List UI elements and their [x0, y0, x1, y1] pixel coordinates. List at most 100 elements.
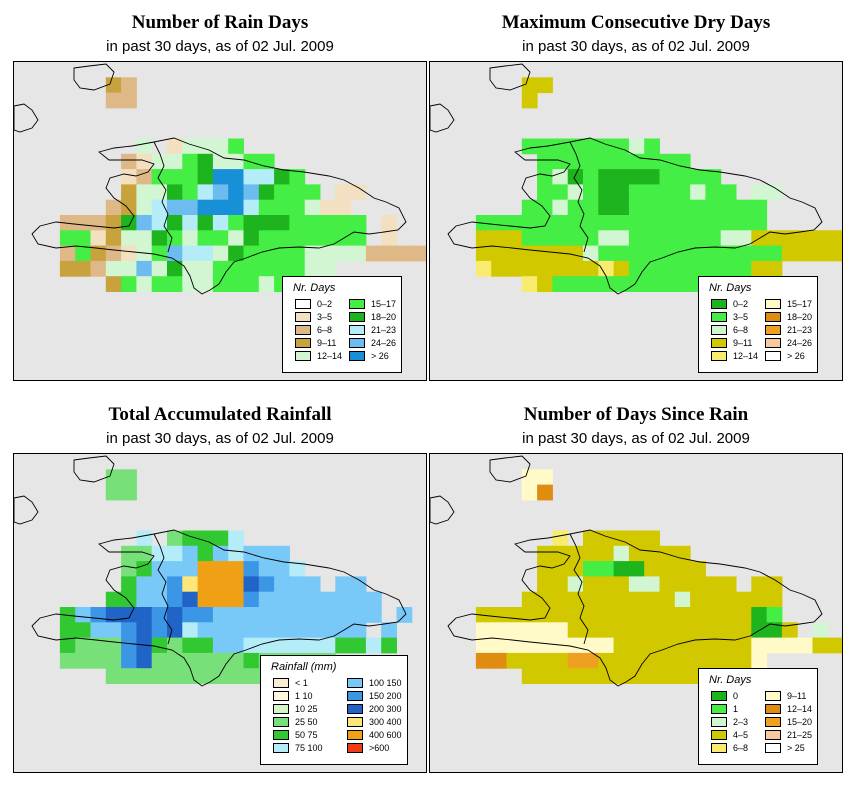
- grid-cell: [121, 260, 137, 277]
- grid-cell: [105, 92, 122, 109]
- legend-swatch: [711, 717, 727, 727]
- grid-cell: [335, 591, 352, 608]
- grid-cell: [720, 245, 737, 262]
- grid-cell: [690, 622, 706, 639]
- grid-cell: [59, 622, 76, 639]
- coastline-outline: [31, 529, 407, 687]
- legend-swatch: [765, 743, 781, 753]
- grid-cell: [121, 169, 137, 185]
- grid-cell: [197, 576, 214, 593]
- grid-cell: [212, 199, 229, 216]
- grid-cell: [628, 215, 645, 231]
- panel-subtitle: in past 30 days, as of 02 Jul. 2009: [522, 430, 750, 447]
- grid-cell: [674, 260, 691, 277]
- legend-label: 9–11: [317, 338, 337, 348]
- grid-cell: [121, 637, 137, 654]
- grid-cell: [690, 652, 706, 669]
- grid-cell: [598, 245, 615, 262]
- grid-cell: [167, 153, 183, 170]
- legend-label: >600: [369, 743, 390, 753]
- grid-cell: [289, 561, 306, 577]
- grid-cell: [537, 77, 553, 94]
- grid-cell: [136, 153, 153, 170]
- grid-cell: [243, 591, 260, 608]
- coastline-outline: [430, 495, 455, 525]
- grid-cell: [304, 637, 321, 654]
- grid-cell: [659, 622, 676, 639]
- grid-cell: [644, 199, 660, 216]
- grid-cell: [598, 561, 615, 577]
- legend-label: 1 10: [295, 691, 313, 701]
- grid-cell: [136, 576, 153, 593]
- grid-cell: [59, 637, 76, 654]
- grid-cell: [105, 591, 122, 608]
- grid-cell: [136, 652, 153, 669]
- grid-cell: [644, 215, 660, 231]
- grid-cell: [613, 215, 630, 231]
- grid-cell: [197, 637, 214, 654]
- grid-cell: [628, 591, 645, 608]
- grid-cell: [628, 530, 645, 547]
- grid-cell: [182, 652, 199, 669]
- legend-swatch: [349, 325, 365, 335]
- grid-cell: [197, 215, 214, 231]
- grid-cell: [552, 230, 569, 247]
- legend-swatch: [349, 312, 365, 322]
- grid-cell: [136, 637, 153, 654]
- grid-cell: [136, 561, 153, 577]
- grid-cell: [151, 245, 168, 262]
- grid-cell: [304, 184, 321, 201]
- grid-cell: [598, 652, 615, 669]
- grid-cell: [521, 92, 538, 109]
- grid-cell: [274, 184, 290, 201]
- grid-cell: [197, 622, 214, 639]
- grid-cell: [781, 637, 798, 654]
- grid-cell: [690, 199, 706, 216]
- grid-cell: [552, 169, 569, 185]
- grid-cell: [228, 230, 244, 247]
- grid-cell: [766, 230, 783, 247]
- grid-cell: [736, 245, 752, 262]
- grid-cell: [659, 668, 676, 684]
- grid-cell: [151, 215, 168, 231]
- grid-cell: [121, 484, 137, 501]
- grid-cell: [381, 215, 397, 231]
- grid-cell: [583, 652, 599, 669]
- grid-cell: [705, 607, 722, 623]
- grid-cell: [90, 260, 107, 277]
- grid-cell: [491, 245, 507, 262]
- grid-cell: [258, 591, 275, 608]
- grid-cell: [365, 245, 382, 262]
- grid-cell: [827, 637, 842, 654]
- map-canvas: [14, 63, 426, 295]
- grid-cell: [537, 260, 553, 277]
- grid-cell: [289, 215, 306, 231]
- grid-cell: [228, 561, 244, 577]
- grid-cell: [766, 607, 783, 623]
- map-canvas: [430, 455, 842, 687]
- grid-cell: [659, 169, 676, 185]
- grid-cell: [167, 652, 183, 669]
- legend-swatch: [349, 338, 365, 348]
- grid-cell: [136, 622, 153, 639]
- grid-cell: [751, 184, 768, 201]
- grid-cell: [90, 637, 107, 654]
- legend-label: 15–17: [787, 299, 813, 309]
- grid-cell: [151, 545, 168, 562]
- grid-cell: [105, 607, 122, 623]
- legend-label: 400 600: [369, 730, 402, 740]
- legend-swatch: [295, 338, 311, 348]
- grid-cell: [75, 637, 91, 654]
- grid-cell: [598, 230, 615, 247]
- grid-cell: [598, 576, 615, 593]
- grid-cell: [537, 230, 553, 247]
- legend-label: 25 50: [295, 717, 318, 727]
- grid-cell: [228, 591, 244, 608]
- grid-cell: [136, 230, 153, 247]
- grid-cell: [797, 245, 813, 262]
- grid-cell: [212, 276, 229, 292]
- grid-cell: [521, 260, 538, 277]
- grid-cell: [690, 561, 706, 577]
- grid-cell: [613, 276, 630, 292]
- grid-cell: [644, 153, 660, 170]
